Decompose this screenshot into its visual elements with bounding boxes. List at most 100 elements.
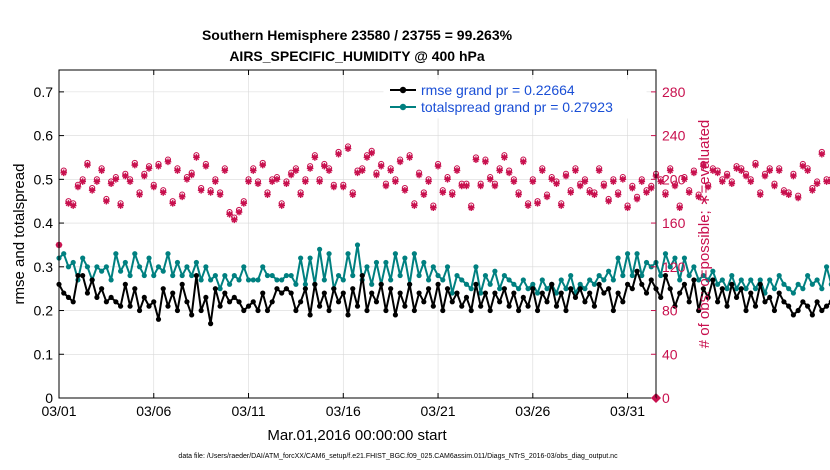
rmse-point bbox=[170, 290, 176, 296]
totalspread-point bbox=[298, 255, 304, 261]
totalspread-point bbox=[61, 251, 67, 257]
totalspread-point bbox=[724, 286, 730, 292]
obs-evaluated-point bbox=[145, 165, 153, 172]
totalspread-point bbox=[184, 264, 190, 270]
obs-evaluated-point bbox=[662, 191, 669, 198]
totalspread-point bbox=[151, 272, 157, 279]
rmse-point bbox=[241, 307, 247, 314]
plot-frame bbox=[58, 69, 657, 399]
totalspread-point bbox=[776, 272, 782, 279]
tick-label-right: 240 bbox=[662, 128, 686, 144]
rmse-point bbox=[577, 286, 583, 292]
obs-evaluated-point bbox=[671, 182, 679, 190]
obs-evaluated-point bbox=[349, 191, 357, 198]
obs-evaluated-point bbox=[401, 186, 409, 194]
rmse-point bbox=[226, 299, 233, 305]
obs-evaluated-point bbox=[747, 178, 755, 185]
y-axis-label-left: rmse and totalspread bbox=[11, 164, 28, 305]
rmse-point bbox=[568, 286, 574, 292]
totalspread-point bbox=[146, 255, 152, 261]
rmse-point bbox=[715, 299, 721, 305]
obs-evaluated-point bbox=[103, 197, 110, 205]
totalspread-point bbox=[658, 272, 664, 279]
totalspread-point bbox=[241, 264, 247, 270]
tick-label-left: 0.2 bbox=[34, 303, 54, 319]
obs-evaluated-point bbox=[704, 183, 712, 191]
obs-evaluated-point bbox=[548, 176, 556, 183]
obs-evaluated-point bbox=[259, 161, 267, 169]
rmse-point bbox=[416, 290, 422, 296]
totalspread-point bbox=[264, 272, 271, 279]
obs-evaluated-point bbox=[576, 182, 584, 190]
rmse-point bbox=[198, 307, 204, 314]
tick-label-right: 80 bbox=[662, 303, 678, 319]
totalspread-point bbox=[283, 272, 290, 279]
rmse-point bbox=[174, 307, 181, 314]
rmse-point bbox=[459, 303, 465, 309]
totalspread-point bbox=[80, 255, 86, 261]
rmse-point bbox=[677, 290, 683, 296]
totalspread-point bbox=[634, 251, 640, 257]
obs-evaluated-point bbox=[534, 200, 541, 207]
tick-label-left: 0.3 bbox=[34, 259, 54, 275]
totalspread-point bbox=[189, 272, 195, 279]
rmse-point bbox=[463, 294, 470, 301]
rmse-point bbox=[610, 307, 616, 314]
chart-title-line-2: AIRS_SPECIFIC_HUMIDITY @ 400 hPa bbox=[229, 48, 485, 64]
rmse-point bbox=[208, 321, 214, 327]
totalspread-point bbox=[302, 281, 308, 287]
rmse-point bbox=[776, 290, 782, 296]
obs-evaluated-point bbox=[278, 202, 285, 209]
rmse-point bbox=[373, 299, 380, 305]
rmse-point bbox=[762, 299, 768, 305]
totalspread-point bbox=[165, 251, 171, 257]
tick-label-x: 03/01 bbox=[41, 403, 76, 419]
rmse-point bbox=[260, 290, 266, 296]
obs-evaluated-point bbox=[74, 183, 82, 191]
rmse-point bbox=[473, 281, 479, 287]
rmse-point bbox=[326, 307, 332, 314]
obs-evaluated-point bbox=[775, 167, 783, 174]
rmse-point bbox=[407, 281, 413, 287]
totalspread-point bbox=[440, 277, 446, 283]
totalspread-point bbox=[719, 277, 725, 283]
totalspread-point bbox=[141, 272, 147, 279]
rmse-point bbox=[425, 286, 432, 292]
obs-evaluated-point bbox=[690, 169, 698, 177]
obs-evaluated-point bbox=[396, 158, 404, 166]
rmse-point bbox=[222, 290, 228, 296]
tick-label-left: 0.7 bbox=[34, 84, 54, 100]
totalspread-point bbox=[667, 264, 673, 270]
obs-evaluated-point bbox=[221, 167, 229, 174]
obs-evaluated-point bbox=[501, 154, 508, 161]
rmse-point bbox=[231, 294, 237, 301]
totalspread-point bbox=[326, 251, 332, 257]
tick-label-x: 03/26 bbox=[515, 403, 550, 419]
rmse-point bbox=[402, 303, 408, 309]
rmse-point bbox=[544, 299, 550, 305]
totalspread-point bbox=[662, 251, 669, 257]
obs-evaluated-point bbox=[273, 176, 281, 183]
rmse-point bbox=[70, 299, 76, 305]
rmse-point bbox=[118, 303, 124, 309]
rmse-point bbox=[264, 307, 271, 314]
obs-evaluated-point bbox=[325, 167, 333, 174]
totalspread-point bbox=[677, 277, 683, 283]
obs-evaluated-point bbox=[823, 178, 830, 185]
rmse-point bbox=[307, 312, 313, 318]
totalspread-point bbox=[392, 251, 398, 257]
obs-evaluated-point bbox=[245, 178, 252, 185]
totalspread-point bbox=[435, 272, 441, 279]
obs-evaluated-point bbox=[572, 167, 579, 174]
rmse-point bbox=[65, 294, 72, 301]
obs-evaluated-point bbox=[292, 167, 300, 174]
totalspread-point bbox=[170, 272, 176, 279]
obs-evaluated-point bbox=[122, 172, 129, 180]
obs-evaluated-point bbox=[591, 191, 598, 198]
obs-evaluated-point bbox=[505, 169, 513, 177]
rmse-point bbox=[89, 277, 95, 283]
obs-evaluated-point bbox=[188, 171, 195, 179]
series-layer bbox=[55, 143, 830, 403]
obs-evaluated-point bbox=[799, 162, 807, 170]
totalspread-point bbox=[174, 259, 181, 266]
